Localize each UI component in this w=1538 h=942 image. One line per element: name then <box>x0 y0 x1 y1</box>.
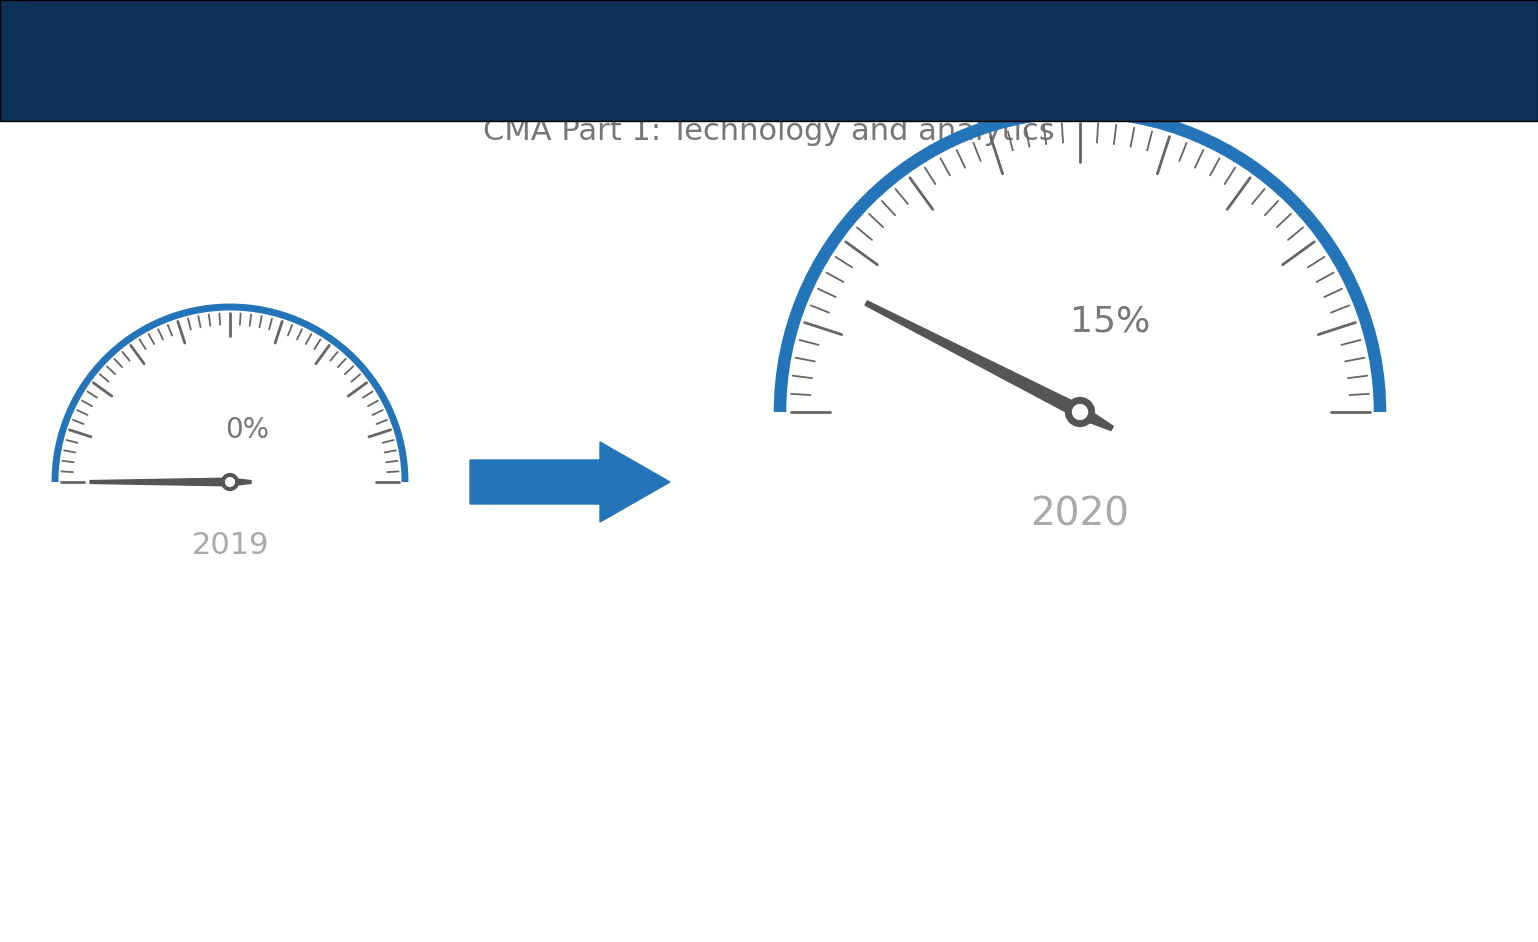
Circle shape <box>221 474 238 491</box>
Polygon shape <box>864 300 1114 430</box>
Text: 15%: 15% <box>1070 305 1150 339</box>
Polygon shape <box>471 442 671 522</box>
Text: 0%: 0% <box>226 415 269 444</box>
Circle shape <box>1072 404 1087 419</box>
Bar <box>0 0 1538 121</box>
Text: CMA 2020 Changes: CMA 2020 Changes <box>38 32 669 89</box>
Polygon shape <box>91 479 251 486</box>
Text: 2019: 2019 <box>191 531 269 560</box>
Circle shape <box>1066 398 1095 427</box>
Text: CMA Part 1: Technology and analytics: CMA Part 1: Technology and analytics <box>483 118 1055 147</box>
Text: 2020: 2020 <box>1030 496 1129 534</box>
Circle shape <box>226 478 234 486</box>
Text: CMA 2020 Changes: CMA 2020 Changes <box>38 32 667 89</box>
